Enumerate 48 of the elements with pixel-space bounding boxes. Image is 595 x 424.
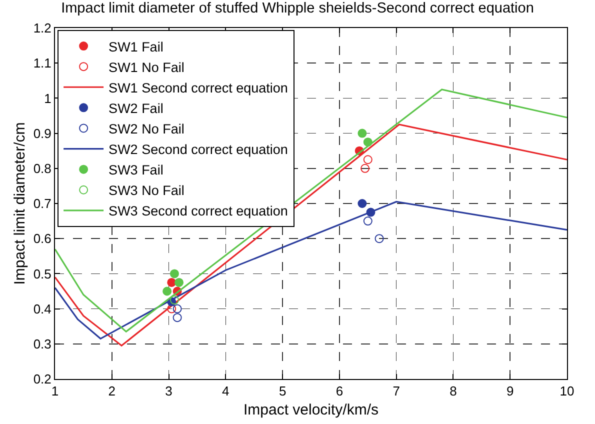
point — [167, 304, 176, 314]
y-axis-title: Impact limit diameter/cm — [12, 122, 29, 285]
legend-label: SW3 No Fail — [108, 183, 184, 198]
point — [167, 278, 176, 287]
legend-label: SW1 Second correct equation — [108, 80, 288, 96]
x-tick-label: 8 — [450, 384, 457, 399]
x-axis-title: Impact velocity/km/s — [243, 402, 379, 419]
legend-label: SW2 Fail — [108, 100, 164, 116]
chart-title: Impact limit diameter of stuffed Whipple sheields-Second correct equation — [61, 0, 534, 16]
legend-label: SW1 No Fail — [108, 60, 184, 75]
legend-label: SW2 No Fail — [108, 121, 184, 136]
y-tick-label: 0.4 — [33, 301, 52, 316]
point — [358, 128, 367, 138]
x-tick-label: 6 — [336, 384, 344, 399]
line-series — [55, 124, 567, 346]
x-tick-label: 4 — [222, 384, 230, 399]
y-tick-label: 0.9 — [33, 126, 52, 141]
point — [170, 296, 179, 305]
point — [358, 199, 367, 208]
point — [363, 155, 372, 164]
x-tick-label: 5 — [278, 384, 286, 399]
x-tick-label: 7 — [392, 384, 400, 399]
legend-label: SW3 Second correct equation — [108, 204, 288, 219]
y-tick-label: 0.5 — [33, 266, 52, 282]
y-tick-label: 0.6 — [33, 231, 52, 246]
point — [174, 278, 184, 287]
x-tick-label: 10 — [560, 384, 574, 399]
point — [162, 286, 172, 296]
y-tick-label: 0.7 — [33, 196, 52, 212]
legend-label: SW2 Second correct equation — [108, 142, 288, 158]
y-tick-label: 0.8 — [33, 160, 52, 176]
y-tick-label: 1.2 — [33, 20, 52, 36]
y-tick-label: 1 — [44, 90, 52, 106]
x-tick-label: 9 — [506, 384, 514, 399]
point — [172, 304, 182, 314]
point — [172, 313, 182, 322]
point — [363, 216, 372, 226]
y-tick-label: 0.2 — [33, 372, 52, 387]
y-tick-label: 0.3 — [33, 336, 52, 352]
legend-label: SW3 Fail — [108, 162, 164, 178]
point — [374, 234, 384, 244]
point — [360, 164, 370, 173]
point — [170, 269, 179, 278]
legend-label: SW1 Fail — [108, 39, 164, 54]
line-series — [55, 200, 567, 340]
y-tick-label: 1.1 — [33, 56, 52, 71]
x-tick-label: 2 — [108, 384, 116, 399]
x-tick-label: 3 — [165, 384, 172, 399]
